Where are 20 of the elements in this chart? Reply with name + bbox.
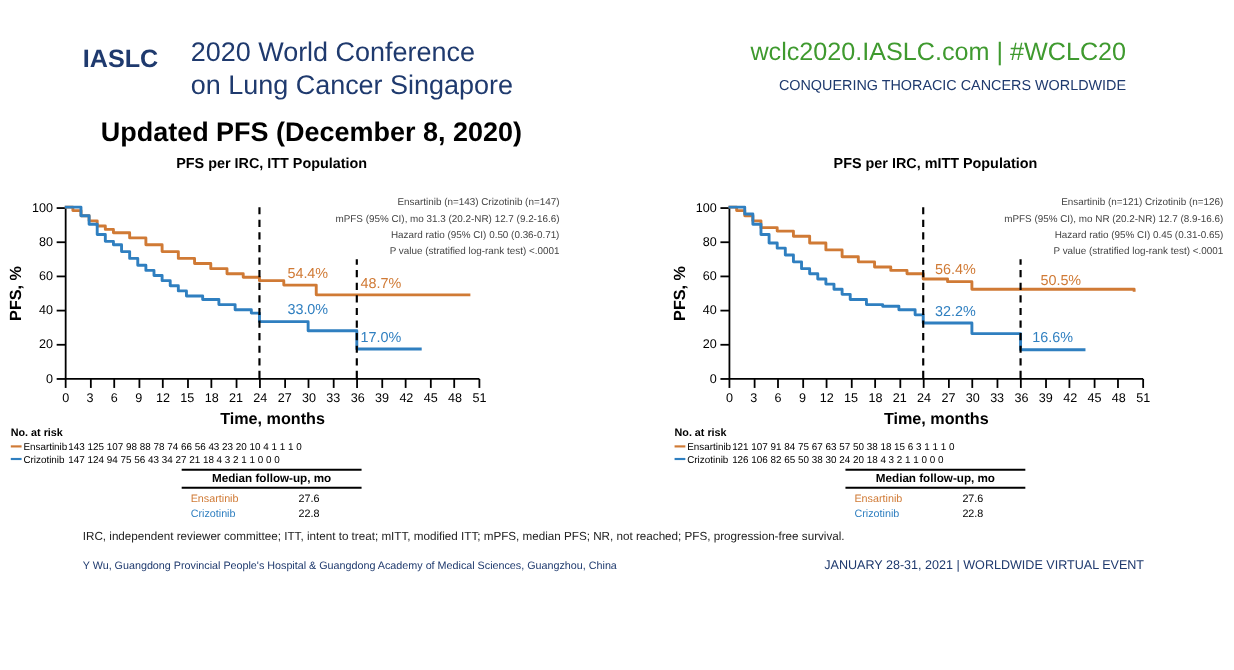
text: Updated PFS (December 8, 2020) bbox=[100, 116, 522, 147]
chart-title: PFS per IRC, mITT Population bbox=[833, 153, 1038, 172]
annotation: 16.6% bbox=[1032, 328, 1075, 347]
annotation: 17.0% bbox=[360, 327, 403, 346]
y-axis-title: PFS, % bbox=[671, 266, 690, 321]
text: CONQUERING THORACIC CANCERS WORLDWIDE bbox=[778, 76, 1127, 95]
x-axis-title: Time, months bbox=[220, 409, 326, 428]
annotation: 48.7% bbox=[360, 273, 403, 292]
text: wclc2020.IASLC.com | #WCLC20 bbox=[748, 37, 1127, 66]
text: 2020 World Conference bbox=[190, 37, 476, 68]
chart-title: PFS per IRC, ITT Population bbox=[176, 153, 368, 172]
text: on Lung Cancer Singapore bbox=[190, 69, 514, 100]
y-axis-title: PFS, % bbox=[7, 266, 26, 321]
annotation: 33.0% bbox=[287, 300, 330, 319]
annotation: 54.4% bbox=[287, 263, 330, 282]
annotation: 32.2% bbox=[934, 301, 977, 320]
x-axis-title: Time, months bbox=[883, 409, 990, 428]
annotation: 56.4% bbox=[934, 260, 977, 279]
text: IASLC bbox=[82, 44, 159, 73]
annotation: 50.5% bbox=[1040, 270, 1083, 289]
